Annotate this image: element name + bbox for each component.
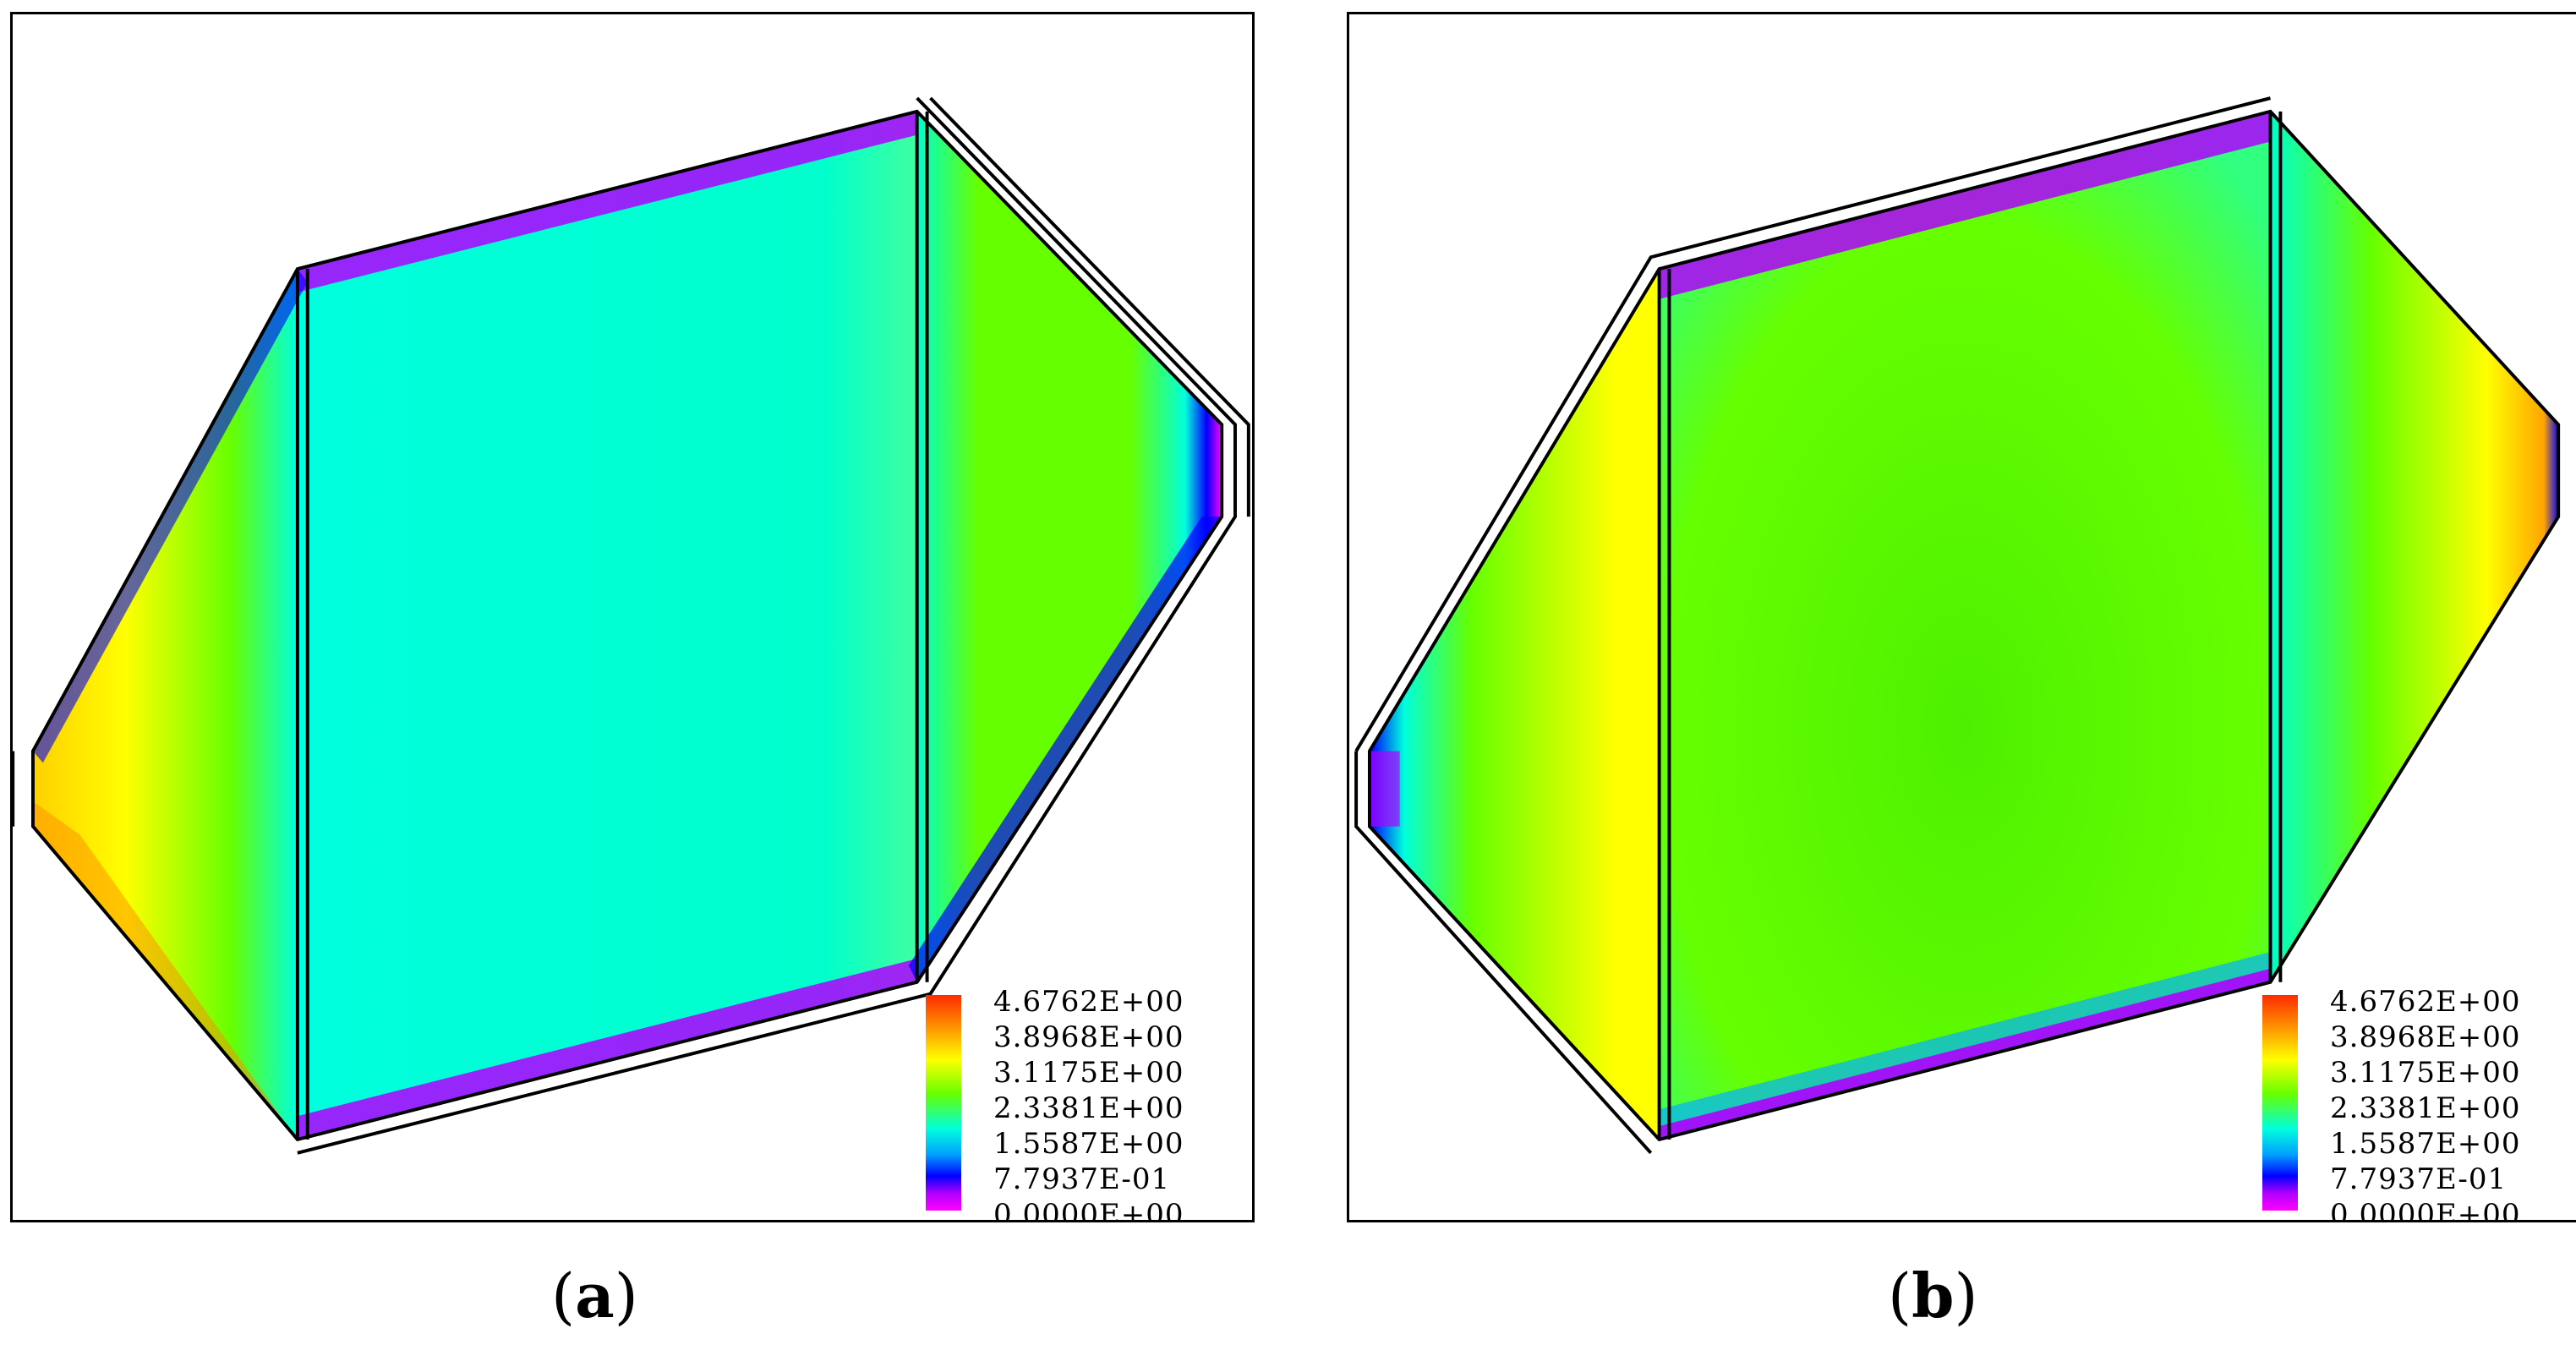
panel-a-field — [13, 96, 1250, 1155]
panel-b-right-section — [2270, 111, 2559, 982]
legend-label-4: 1.5587E+00 — [2330, 1127, 2521, 1161]
legend-label-6: 0.0000E+00 — [2330, 1198, 2521, 1222]
legend-label-2: 3.1175E+00 — [2330, 1056, 2521, 1090]
legend-label-1: 3.8968E+00 — [2330, 1020, 2521, 1054]
legend-label-6: 0.0000E+00 — [993, 1198, 1184, 1222]
panel-b-contour-plot: 4.6762E+00 3.8968E+00 3.1175E+00 2.3381E… — [1347, 12, 2576, 1222]
panel-b-middle-section — [1659, 111, 2271, 1140]
panel-a-caption-letter: a — [575, 1260, 615, 1331]
legend-label-1: 3.8968E+00 — [993, 1020, 1184, 1054]
legend-label-5: 7.7937E-01 — [993, 1162, 1171, 1196]
panel-b-field — [1354, 96, 2561, 1155]
panel-a-legend: 4.6762E+00 3.8968E+00 3.1175E+00 2.3381E… — [993, 985, 1247, 1222]
panel-b-caption: (b) — [1888, 1260, 1978, 1331]
legend-label-0: 4.6762E+00 — [2330, 985, 2521, 1019]
panel-a-contour-plot: 4.6762E+00 3.8968E+00 3.1175E+00 2.3381E… — [10, 12, 1255, 1222]
legend-label-5: 7.7937E-01 — [2330, 1162, 2508, 1196]
panel-a-colorbar — [926, 995, 961, 1211]
panel-a-caption: (a) — [551, 1260, 638, 1331]
panel-a-right-section — [916, 111, 1222, 982]
legend-label-2: 3.1175E+00 — [993, 1056, 1184, 1090]
panel-a-middle-section — [297, 111, 917, 1140]
panel-b-left-section — [1369, 269, 1660, 1140]
legend-label-3: 2.3381E+00 — [2330, 1091, 2521, 1125]
panel-b-caption-letter: b — [1911, 1260, 1955, 1331]
panel-a-left-section — [32, 269, 298, 1140]
panel-b-colorbar — [2262, 995, 2298, 1211]
legend-label-0: 4.6762E+00 — [993, 985, 1184, 1019]
panel-b-legend: 4.6762E+00 3.8968E+00 3.1175E+00 2.3381E… — [2330, 985, 2576, 1222]
legend-label-3: 2.3381E+00 — [993, 1091, 1184, 1125]
legend-label-4: 1.5587E+00 — [993, 1127, 1184, 1161]
